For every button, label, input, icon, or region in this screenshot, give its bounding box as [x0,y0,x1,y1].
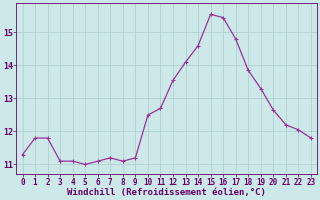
X-axis label: Windchill (Refroidissement éolien,°C): Windchill (Refroidissement éolien,°C) [67,188,266,197]
